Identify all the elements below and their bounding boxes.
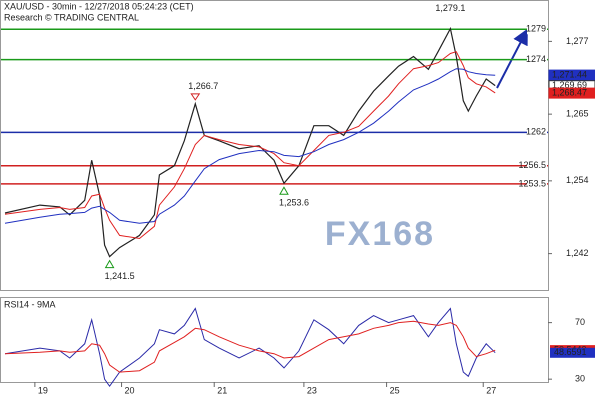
watermark: FX168: [325, 215, 435, 253]
rsi-ma: [4, 320, 496, 373]
x-tick-label: 23: [307, 385, 317, 395]
high-marker: [190, 93, 201, 101]
y-tick-label: 1,277: [566, 36, 589, 46]
level-label: 1256.5: [518, 160, 546, 170]
annotation: 1,241.5: [105, 271, 135, 281]
level-label: 1279: [526, 24, 546, 34]
x-tick-label: 27: [486, 385, 496, 395]
x-tick-label: 21: [217, 385, 227, 395]
rsi-label: RSI14 - 9MA: [4, 299, 56, 309]
annotation: 1,253.6: [279, 198, 309, 208]
level-label-bg: [527, 160, 547, 171]
x-tick-label: 25: [390, 385, 400, 395]
level-label: 1262: [526, 127, 546, 137]
price-box-label: 1,269.69: [552, 80, 587, 90]
rsi-panel: [0, 297, 549, 383]
rsi-line: [4, 307, 496, 388]
rsi-box-label: 48.6591: [554, 347, 587, 357]
main-panel: [0, 0, 549, 291]
low-marker: [104, 259, 115, 269]
chart-title: XAU/USD - 30min - 12/27/2018 05:24:23 (C…: [4, 1, 194, 11]
level-label: 1274: [526, 54, 546, 64]
annotation: 1,279.1: [435, 3, 465, 13]
level-label: 1253.5: [518, 178, 546, 188]
low-marker: [279, 186, 289, 195]
moving-average: [4, 51, 496, 240]
y-tick-label: 1,254: [566, 175, 589, 185]
x-tick-label: 20: [125, 385, 135, 395]
chart-subtitle: Research © TRADING CENTRAL: [4, 12, 139, 22]
moving-average: [4, 68, 496, 224]
rsi-box: [550, 347, 595, 358]
rsi-tick-label: 70: [575, 317, 585, 327]
annotation: 1,266.7: [188, 81, 218, 91]
level-label-bg: [527, 54, 547, 65]
level-label-bg: [527, 24, 547, 35]
level-label-bg: [527, 178, 547, 189]
x-tick-label: 19: [38, 385, 48, 395]
price-box-label: 1,271.44: [552, 69, 587, 79]
y-tick-label: 1,242: [566, 248, 589, 258]
price-box: [548, 87, 595, 99]
price-box-label: 1,268.47: [552, 87, 587, 97]
price-box: [548, 69, 595, 81]
rsi-tick-label: 30: [575, 374, 585, 384]
price-line: [4, 26, 496, 258]
level-label-bg: [527, 127, 547, 138]
y-tick-label: 1,265: [566, 109, 589, 119]
